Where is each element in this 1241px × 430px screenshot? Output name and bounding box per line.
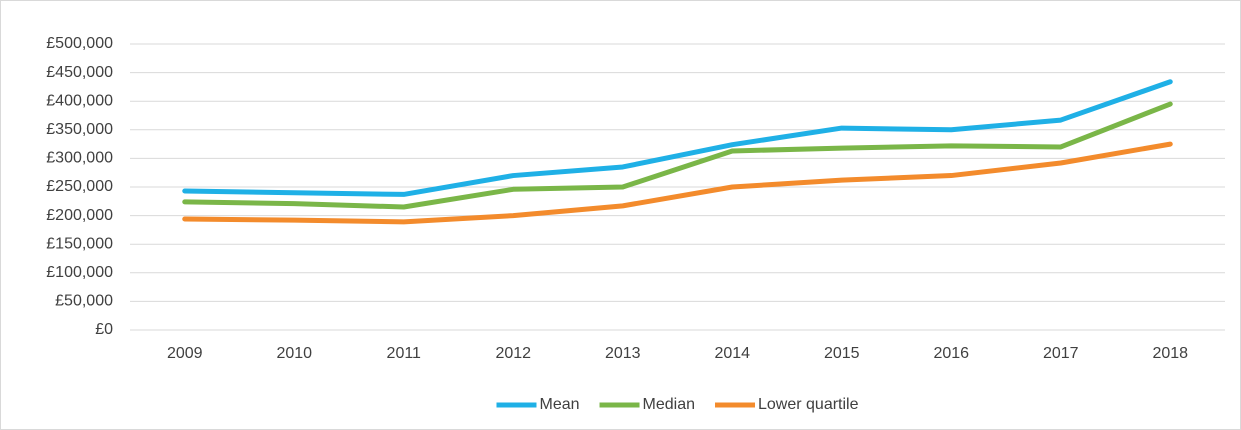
x-tick-label: 2011 bbox=[387, 345, 422, 362]
y-tick-label: £0 bbox=[95, 321, 113, 338]
line-series bbox=[182, 101, 1173, 210]
y-tick-label: £450,000 bbox=[46, 64, 113, 81]
x-tick-label: 2016 bbox=[933, 345, 969, 362]
legend-label: Median bbox=[643, 396, 695, 413]
y-tick-label: £50,000 bbox=[55, 293, 113, 310]
x-tick-label: 2013 bbox=[605, 345, 641, 362]
x-tick-label: 2015 bbox=[824, 345, 860, 362]
y-tick-label: £400,000 bbox=[46, 92, 113, 109]
y-tick-label: £200,000 bbox=[46, 207, 113, 224]
x-tick-label: 2010 bbox=[276, 345, 312, 362]
y-tick-label: £300,000 bbox=[46, 150, 113, 167]
x-tick-label: 2012 bbox=[495, 345, 531, 362]
y-tick-label: £100,000 bbox=[46, 264, 113, 281]
y-tick-label: £250,000 bbox=[46, 178, 113, 195]
line-series bbox=[182, 79, 1173, 197]
x-tick-label: 2018 bbox=[1152, 345, 1188, 362]
x-tick-label: 2017 bbox=[1043, 345, 1079, 362]
legend-label: Lower quartile bbox=[758, 396, 859, 413]
y-tick-label: £350,000 bbox=[46, 121, 113, 138]
x-tick-label: 2009 bbox=[167, 345, 203, 362]
y-tick-label: £500,000 bbox=[46, 35, 113, 52]
x-tick-label: 2014 bbox=[714, 345, 750, 362]
line-series bbox=[182, 141, 1173, 225]
legend-label: Mean bbox=[539, 396, 579, 413]
y-tick-label: £150,000 bbox=[46, 235, 113, 252]
